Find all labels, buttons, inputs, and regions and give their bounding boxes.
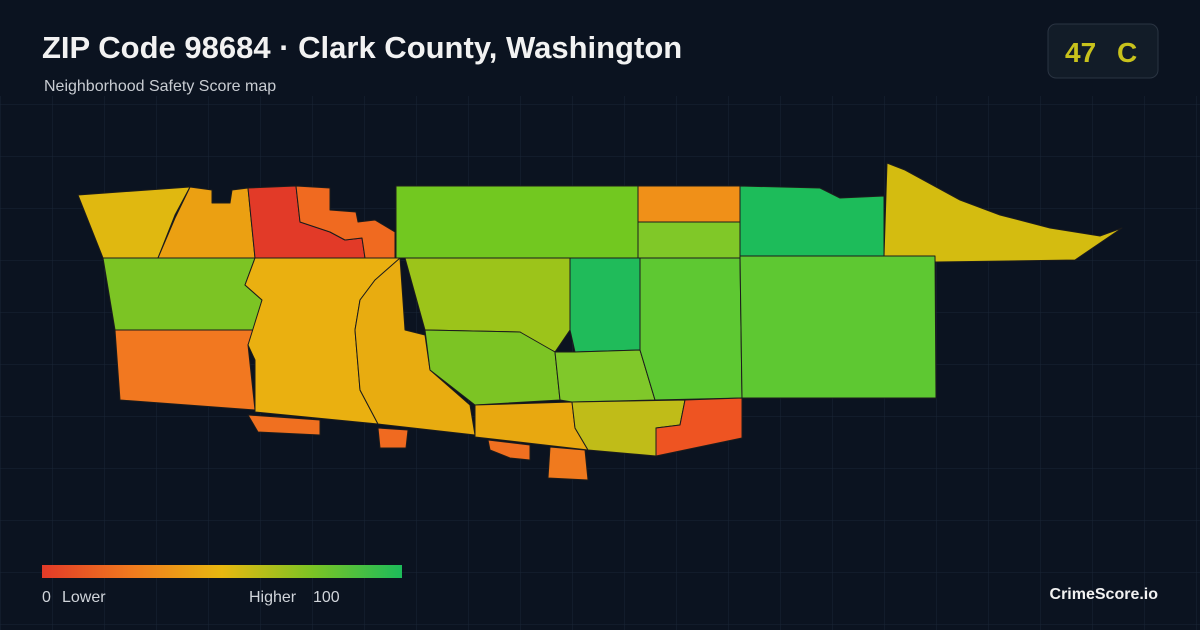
area [102, 257, 263, 331]
area [247, 414, 321, 436]
area [739, 185, 885, 257]
area [114, 329, 256, 411]
score-box [1047, 23, 1159, 79]
area [739, 255, 937, 399]
legend-max-label: Higher [249, 589, 297, 606]
zip-map [77, 162, 1123, 481]
area [377, 427, 409, 449]
brand: CrimeScore.io [1050, 586, 1159, 603]
area [637, 221, 741, 259]
area [883, 162, 1123, 263]
area [637, 185, 741, 223]
score-grade: C [1117, 37, 1137, 68]
legend-max: 100 [313, 589, 340, 606]
area [639, 257, 743, 401]
score-value: 47 [1065, 37, 1096, 68]
subtitle: Neighborhood Safety Score map [44, 78, 276, 95]
area [487, 439, 531, 461]
area [295, 185, 396, 259]
area [655, 397, 743, 457]
legend-min-label: Lower [62, 589, 106, 606]
area [547, 446, 589, 481]
area [395, 185, 639, 259]
area [569, 257, 641, 353]
legend-scale [42, 565, 402, 578]
area [554, 349, 656, 403]
title: ZIP Code 98684 · Clark County, Washingto… [42, 30, 682, 65]
area [157, 186, 256, 259]
area [77, 186, 191, 259]
legend-min: 0 [42, 589, 51, 606]
area [354, 257, 476, 436]
